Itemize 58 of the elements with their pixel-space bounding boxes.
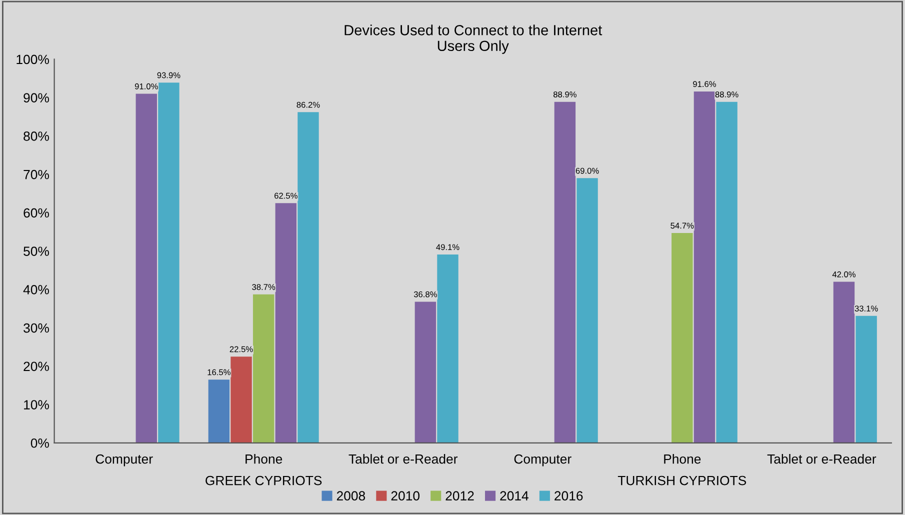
y-tick-label: 100%	[16, 54, 49, 64]
data-label: 16.5%	[208, 369, 230, 376]
x-tick-label: Phone	[246, 454, 282, 464]
data-label: 91.0%	[134, 83, 158, 90]
data-label: 88.9%	[715, 91, 738, 98]
data-label: 33.1%	[854, 306, 878, 312]
bar	[275, 203, 297, 443]
y-tick-label: 30%	[24, 323, 49, 333]
bar	[672, 233, 693, 443]
data-label: 22.5%	[230, 346, 253, 352]
data-label: 86.2%	[296, 102, 320, 108]
y-tick-label: 40%	[23, 284, 49, 294]
y-tick-label: 50%	[24, 246, 49, 256]
x-tick-label: Tablet or e-Reader	[348, 454, 458, 464]
bar	[252, 294, 274, 443]
bar	[716, 102, 738, 443]
legend-label: 2014	[500, 491, 528, 501]
bar	[856, 316, 877, 443]
y-tick-label: 10%	[24, 400, 49, 410]
bar	[833, 282, 855, 443]
data-label: 93.9%	[157, 72, 180, 78]
data-label: 36.8%	[414, 291, 437, 298]
y-tick-label: 20%	[24, 362, 49, 372]
data-label: 69.0%	[576, 168, 599, 174]
bar	[576, 178, 598, 443]
data-label: 38.7%	[252, 284, 276, 290]
text: TURKISH CYPRIOTS	[618, 476, 746, 486]
legend-label: 2008	[336, 491, 366, 501]
chart-subtitle: Users Only	[438, 40, 509, 54]
data-label: 54.7%	[670, 222, 694, 229]
y-tick-label: 90%	[24, 93, 49, 103]
bar	[437, 254, 458, 443]
bar	[298, 112, 319, 443]
bar	[554, 102, 576, 443]
bar	[208, 380, 230, 443]
x-tick-label: Tablet or e-Reader	[767, 454, 876, 464]
legend-label: 2012	[446, 491, 474, 501]
legend-label: 2010	[391, 491, 420, 501]
data-label: 42.0%	[832, 271, 856, 278]
bar	[694, 91, 716, 443]
bar	[414, 302, 436, 443]
bar	[158, 82, 180, 443]
x-tick-label: Phone	[664, 454, 701, 464]
x-tick-label: Computer	[514, 454, 572, 466]
y-tick-label: 60%	[24, 208, 49, 218]
data-label: 49.1%	[436, 244, 460, 250]
chart-title: Devices Used to Connect to the Internet	[344, 24, 602, 36]
data-label: 62.5%	[274, 192, 298, 199]
bar	[230, 356, 252, 443]
text: GREEK CYPRIOTS	[206, 476, 322, 486]
y-tick-label: 80%	[24, 132, 49, 141]
data-label: 88.9%	[553, 91, 576, 98]
bar	[136, 94, 157, 443]
y-tick-label: 70%	[24, 170, 49, 180]
data-label: 91.6%	[693, 81, 716, 88]
x-tick-label: Computer	[96, 454, 153, 466]
y-tick-label: 0%	[30, 438, 49, 448]
legend-label: 2016	[554, 491, 583, 501]
